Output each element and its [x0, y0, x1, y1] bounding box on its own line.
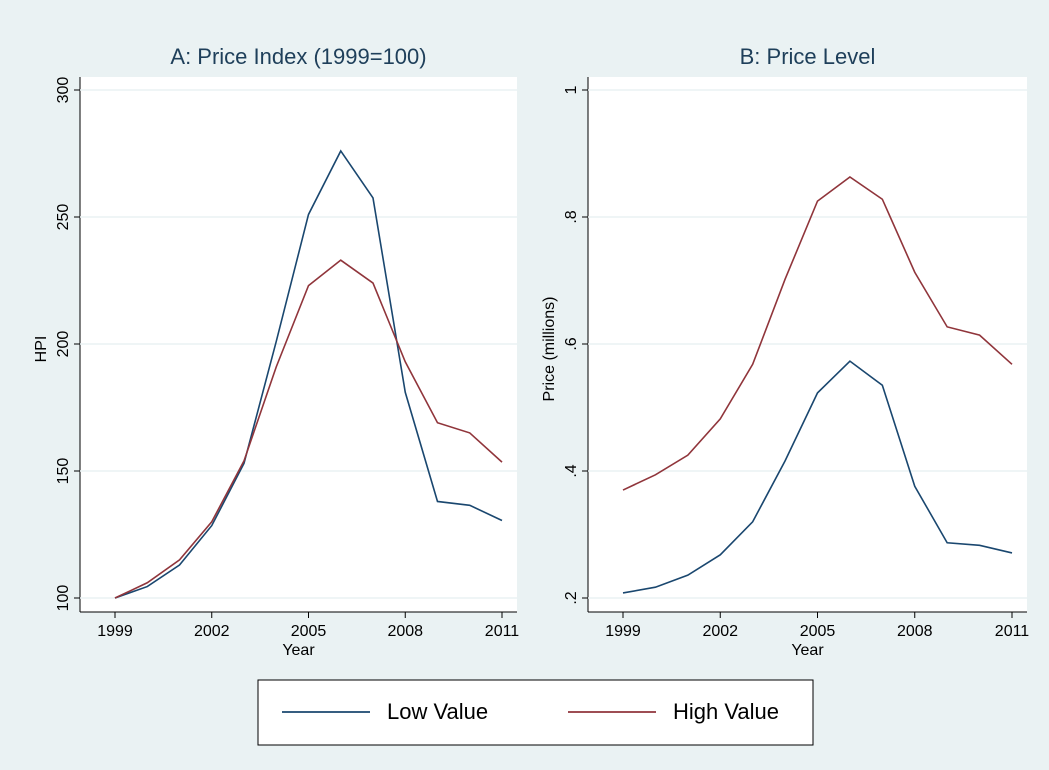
chart-title: B: Price Level	[740, 44, 876, 69]
y-tick-label: 100	[55, 585, 72, 612]
x-tick-label: 2008	[387, 623, 423, 640]
x-axis-title: Year	[282, 642, 315, 659]
x-tick-label: 1999	[97, 623, 133, 640]
y-axis-title: HPI	[33, 336, 50, 363]
x-tick-label: 2002	[702, 623, 738, 640]
y-tick-label: 150	[55, 458, 72, 485]
y-tick-label: 250	[55, 204, 72, 231]
y-tick-label: 1	[563, 85, 580, 94]
x-tick-label: 2005	[800, 623, 836, 640]
x-tick-label: 2011	[485, 623, 520, 640]
y-tick-label: .8	[563, 210, 580, 223]
y-tick-label: .2	[563, 591, 580, 604]
line-series	[622, 176, 1013, 491]
y-axis-title: Price (millions)	[541, 297, 558, 402]
x-tick-label: 2008	[897, 623, 933, 640]
x-tick-label: 2005	[291, 623, 327, 640]
x-axis-title: Year	[791, 642, 824, 659]
y-tick-label: 300	[55, 77, 72, 104]
legend-label: Low Value	[387, 699, 488, 724]
y-tick-label: .4	[563, 464, 580, 477]
y-tick-label: .6	[563, 337, 580, 350]
legend-label: High Value	[673, 699, 779, 724]
y-tick-label: 200	[55, 331, 72, 358]
x-tick-label: 1999	[605, 623, 641, 640]
line-series	[622, 360, 1013, 594]
x-tick-label: 2011	[995, 623, 1030, 640]
line-series	[114, 259, 503, 599]
x-tick-label: 2002	[194, 623, 230, 640]
chart-title: A: Price Index (1999=100)	[170, 44, 426, 69]
line-series	[114, 149, 503, 599]
